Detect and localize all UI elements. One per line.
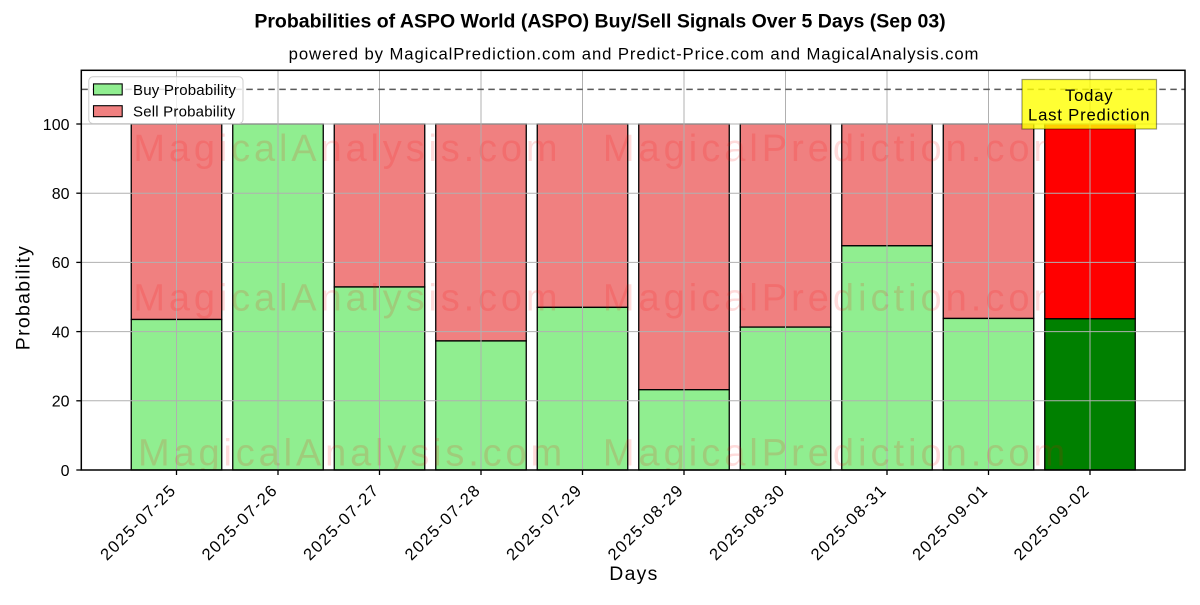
svg-text:MagicalAnalysis.com: MagicalAnalysis.com <box>133 128 561 170</box>
svg-text:100: 100 <box>43 117 70 134</box>
svg-text:Probabilities of ASPO World (A: Probabilities of ASPO World (ASPO) Buy/S… <box>254 10 945 32</box>
svg-text:Sell Probability: Sell Probability <box>133 104 236 121</box>
svg-text:40: 40 <box>52 324 70 341</box>
svg-text:20: 20 <box>52 394 70 411</box>
svg-text:Last Prediction: Last Prediction <box>1028 106 1150 125</box>
svg-text:60: 60 <box>52 255 70 272</box>
svg-text:MagicalPrediction.com: MagicalPrediction.com <box>603 432 1069 474</box>
svg-text:Today: Today <box>1065 86 1113 105</box>
svg-text:80: 80 <box>52 186 70 203</box>
svg-text:Probability: Probability <box>13 245 35 350</box>
svg-text:powered by MagicalPrediction.c: powered by MagicalPrediction.com and Pre… <box>289 45 980 64</box>
svg-text:MagicalPrediction.com: MagicalPrediction.com <box>603 277 1069 319</box>
svg-text:MagicalAnalysis.com: MagicalAnalysis.com <box>138 432 566 474</box>
svg-text:Buy Probability: Buy Probability <box>133 82 236 99</box>
svg-text:Days: Days <box>609 563 658 585</box>
svg-text:0: 0 <box>61 463 70 480</box>
svg-text:MagicalPrediction.com: MagicalPrediction.com <box>603 128 1069 170</box>
svg-text:MagicalAnalysis.com: MagicalAnalysis.com <box>133 277 561 319</box>
